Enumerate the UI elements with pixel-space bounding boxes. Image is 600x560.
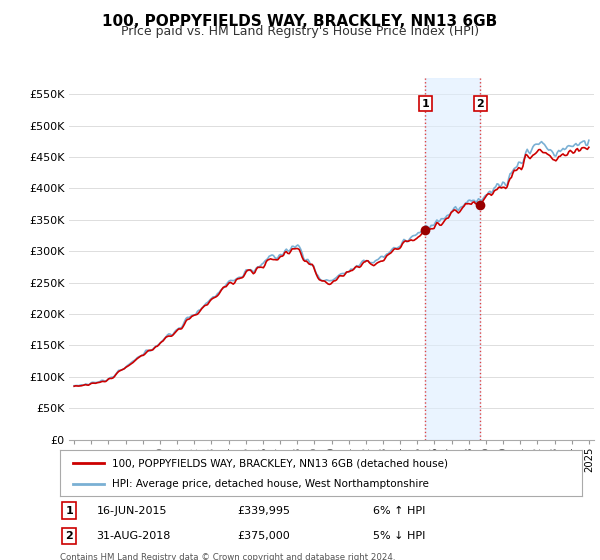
Text: £339,995: £339,995 [238, 506, 290, 516]
Text: 1: 1 [65, 506, 73, 516]
Text: 6% ↑ HPI: 6% ↑ HPI [373, 506, 425, 516]
Text: 1: 1 [421, 99, 429, 109]
Text: Contains HM Land Registry data © Crown copyright and database right 2024.
This d: Contains HM Land Registry data © Crown c… [60, 553, 395, 560]
Text: 31-AUG-2018: 31-AUG-2018 [97, 531, 171, 541]
Text: 2: 2 [65, 531, 73, 541]
Text: HPI: Average price, detached house, West Northamptonshire: HPI: Average price, detached house, West… [112, 479, 429, 489]
Text: 5% ↓ HPI: 5% ↓ HPI [373, 531, 425, 541]
Text: 2: 2 [476, 99, 484, 109]
Text: 16-JUN-2015: 16-JUN-2015 [97, 506, 167, 516]
Text: Price paid vs. HM Land Registry's House Price Index (HPI): Price paid vs. HM Land Registry's House … [121, 25, 479, 38]
Bar [425, 78, 480, 440]
Text: £375,000: £375,000 [238, 531, 290, 541]
Text: 100, POPPYFIELDS WAY, BRACKLEY, NN13 6GB (detached house): 100, POPPYFIELDS WAY, BRACKLEY, NN13 6GB… [112, 459, 448, 469]
Text: 100, POPPYFIELDS WAY, BRACKLEY, NN13 6GB: 100, POPPYFIELDS WAY, BRACKLEY, NN13 6GB [103, 14, 497, 29]
